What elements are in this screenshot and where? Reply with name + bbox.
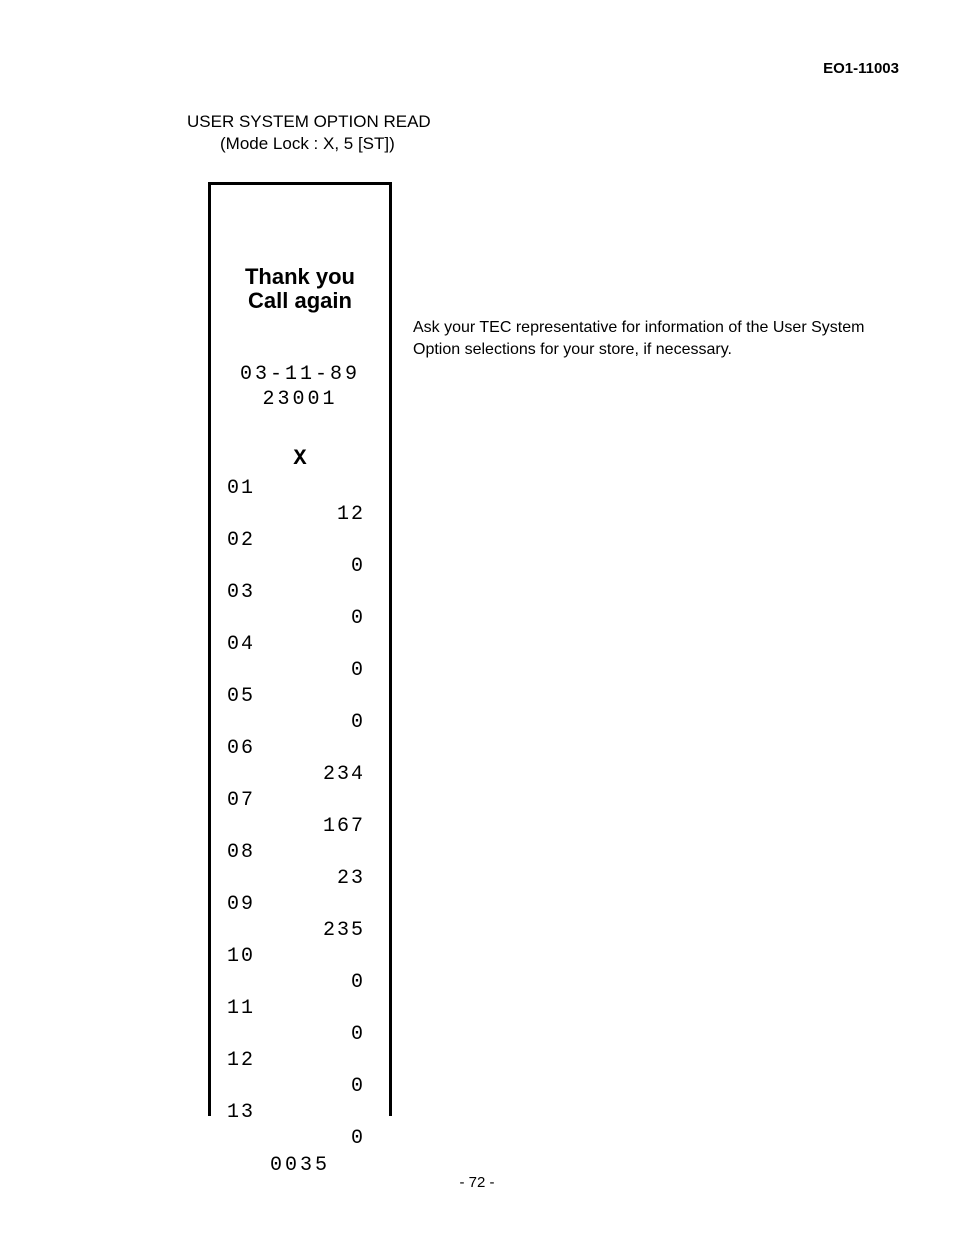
receipt-row-value: 0: [227, 606, 365, 632]
receipt-row-number: 08: [227, 840, 365, 866]
receipt-row: 040: [227, 632, 365, 684]
receipt-row-value: 12: [227, 502, 365, 528]
receipt-row: 06234: [227, 736, 365, 788]
side-note-text: Ask your TEC representative for informat…: [413, 317, 873, 360]
greeting-line-2: Call again: [221, 289, 379, 313]
receipt-row-number: 03: [227, 580, 365, 606]
receipt-row-number: 02: [227, 528, 365, 554]
receipt-row-value: 167: [227, 814, 365, 840]
receipt-row-number: 04: [227, 632, 365, 658]
receipt-row-value: 0: [227, 710, 365, 736]
receipt-row: 130: [227, 1100, 365, 1152]
receipt-data-rows: 0112020030040050062340716708230923510011…: [221, 476, 379, 1152]
receipt-row-number: 06: [227, 736, 365, 762]
receipt-sequence: 23001: [221, 388, 379, 411]
page-number: - 72 -: [0, 1174, 954, 1191]
document-id: EO1-11003: [823, 60, 899, 77]
receipt-row-number: 10: [227, 944, 365, 970]
receipt-row-value: 0: [227, 658, 365, 684]
receipt-row-number: 05: [227, 684, 365, 710]
receipt-row: 100: [227, 944, 365, 996]
receipt-row-number: 09: [227, 892, 365, 918]
receipt-row-value: 235: [227, 918, 365, 944]
greeting-line-1: Thank you: [221, 265, 379, 289]
receipt-row: 07167: [227, 788, 365, 840]
receipt-row: 110: [227, 996, 365, 1048]
receipt-row-number: 12: [227, 1048, 365, 1074]
receipt-row: 0823: [227, 840, 365, 892]
receipt-row-number: 13: [227, 1100, 365, 1126]
receipt-row-value: 0: [227, 554, 365, 580]
receipt-row-number: 07: [227, 788, 365, 814]
section-title: USER SYSTEM OPTION READ: [187, 112, 431, 132]
receipt-row-value: 234: [227, 762, 365, 788]
receipt-row: 020: [227, 528, 365, 580]
receipt-row-value: 0: [227, 1126, 365, 1152]
receipt-row-number: 01: [227, 476, 365, 502]
section-subtitle: (Mode Lock : X, 5 [ST]): [220, 134, 395, 154]
receipt-row-value: 0: [227, 1074, 365, 1100]
receipt-row: 09235: [227, 892, 365, 944]
receipt-greeting: Thank you Call again: [221, 265, 379, 313]
receipt-row-value: 23: [227, 866, 365, 892]
receipt-row-value: 0: [227, 1022, 365, 1048]
receipt-row: 050: [227, 684, 365, 736]
receipt-printout: Thank you Call again 03-11-89 23001 X 01…: [208, 182, 392, 1116]
receipt-row: 030: [227, 580, 365, 632]
receipt-mode: X: [221, 446, 379, 471]
receipt-row-value: 0: [227, 970, 365, 996]
receipt-row: 0112: [227, 476, 365, 528]
receipt-date: 03-11-89: [221, 363, 379, 386]
receipt-row: 120: [227, 1048, 365, 1100]
receipt-row-number: 11: [227, 996, 365, 1022]
